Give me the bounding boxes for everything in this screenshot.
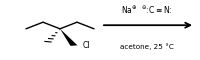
Text: acetone, 25 °C: acetone, 25 °C (120, 43, 174, 50)
Text: Na$^{\oplus}$  $^{\ominus}$:C$\equiv$N:: Na$^{\oplus}$ $^{\ominus}$:C$\equiv$N: (121, 5, 173, 16)
Polygon shape (60, 29, 77, 46)
Text: Cl: Cl (83, 41, 90, 50)
